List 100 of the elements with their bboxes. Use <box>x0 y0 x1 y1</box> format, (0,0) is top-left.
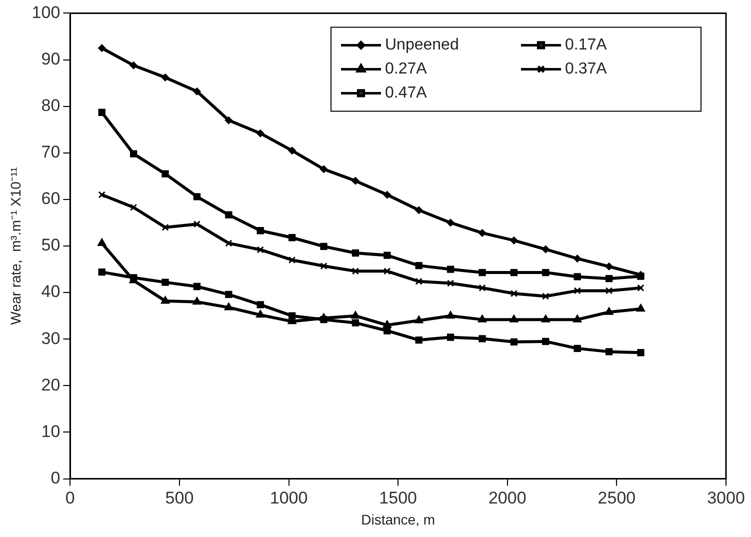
point <box>478 314 486 322</box>
point <box>162 224 169 231</box>
point <box>604 307 614 315</box>
point <box>162 170 169 178</box>
point <box>542 292 550 300</box>
point <box>446 311 455 319</box>
point <box>352 319 360 326</box>
point <box>637 284 644 292</box>
point <box>320 262 328 270</box>
y-tick-label: 20 <box>41 375 60 394</box>
point <box>478 229 486 237</box>
point <box>574 287 581 294</box>
x-tick-label: 1500 <box>379 488 417 508</box>
point <box>320 316 328 324</box>
point <box>605 348 613 356</box>
point <box>637 349 644 356</box>
point <box>446 266 454 273</box>
point <box>224 302 233 310</box>
point <box>352 177 360 185</box>
point <box>510 236 518 244</box>
y-tick-label: 80 <box>41 96 60 116</box>
point <box>510 290 518 298</box>
y-tick-label: 30 <box>41 328 60 348</box>
point <box>162 278 169 286</box>
point <box>256 310 265 318</box>
point <box>320 242 328 250</box>
point <box>256 246 264 254</box>
point <box>510 314 518 322</box>
point <box>446 334 454 341</box>
point <box>193 220 201 228</box>
point <box>542 268 550 276</box>
y-tick-label: 50 <box>41 236 60 255</box>
point <box>288 312 296 320</box>
point <box>98 268 106 276</box>
x-tick-label: 2500 <box>598 488 636 508</box>
legend-label: Unpeened <box>385 36 459 54</box>
point <box>288 234 296 242</box>
legend-label: 0.37A <box>565 60 608 78</box>
point <box>478 335 486 342</box>
x-tick-label: 0 <box>65 488 75 508</box>
point <box>415 336 422 344</box>
point <box>605 275 613 282</box>
y-tick-label: 10 <box>41 422 60 441</box>
x-axis-title: Distance, m <box>361 511 436 528</box>
point <box>352 268 360 275</box>
point <box>130 62 138 70</box>
legend-label: 0.27A <box>385 60 428 78</box>
point <box>161 296 170 304</box>
point <box>162 74 170 82</box>
point <box>574 254 582 262</box>
y-tick-label: 60 <box>41 189 60 208</box>
point <box>384 268 391 275</box>
point <box>415 262 422 270</box>
point <box>256 227 264 234</box>
point <box>510 338 518 346</box>
x-tick-label: 2000 <box>488 488 526 508</box>
point <box>446 218 454 226</box>
point <box>605 287 613 294</box>
point <box>130 150 138 158</box>
point <box>192 297 202 305</box>
point <box>605 262 613 270</box>
x-tick-label: 3000 <box>707 488 745 508</box>
point <box>288 256 296 264</box>
x-tick-label: 1000 <box>270 488 308 508</box>
point <box>351 311 360 319</box>
point <box>256 130 264 138</box>
point <box>573 314 582 322</box>
point <box>225 240 232 247</box>
y-tick-label: 0 <box>50 468 60 488</box>
point <box>636 304 645 312</box>
point <box>130 204 138 211</box>
point <box>542 246 550 254</box>
point <box>225 290 232 298</box>
y-tick-label: 100 <box>32 2 60 22</box>
point <box>225 211 232 218</box>
x-tick-label: 500 <box>165 488 194 508</box>
point <box>193 88 201 96</box>
point <box>541 314 550 322</box>
point <box>193 282 201 290</box>
point <box>98 191 106 198</box>
point <box>446 280 454 287</box>
point <box>574 344 581 352</box>
point <box>383 191 391 199</box>
y-tick-label: 90 <box>41 49 60 68</box>
legend-label: 0.17A <box>565 36 608 54</box>
point <box>384 252 391 259</box>
point <box>288 146 296 154</box>
point <box>98 44 106 52</box>
point <box>256 301 264 308</box>
point <box>478 268 486 276</box>
point <box>98 238 106 246</box>
point <box>382 320 392 328</box>
y-tick-label: 70 <box>41 142 60 162</box>
point <box>98 108 106 116</box>
y-tick-label: 40 <box>41 282 60 302</box>
point <box>510 268 518 276</box>
point <box>414 316 424 324</box>
point <box>542 338 550 346</box>
point <box>224 116 232 124</box>
point <box>352 249 360 257</box>
